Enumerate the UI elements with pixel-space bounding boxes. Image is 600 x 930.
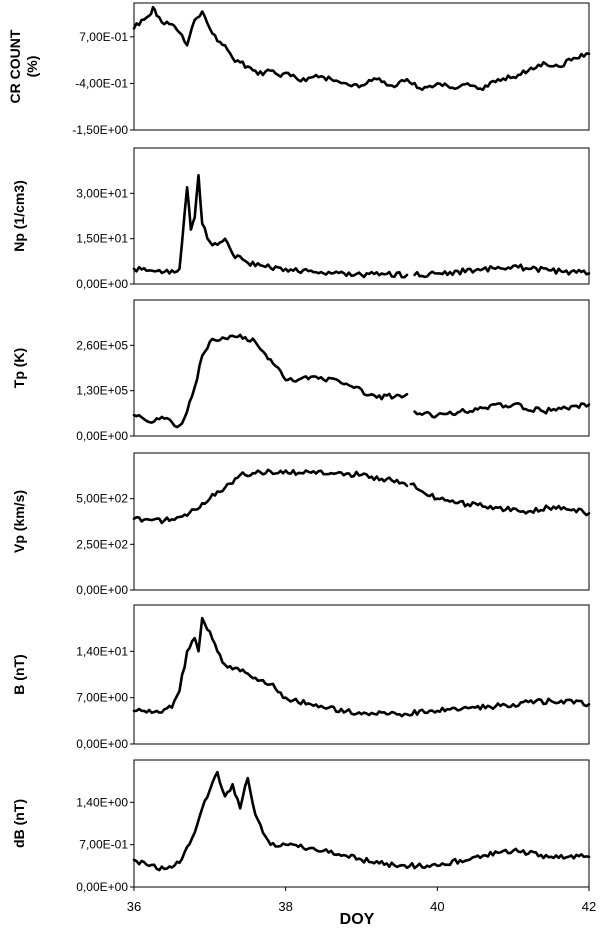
- y-tick-label: 2,60E+05: [76, 338, 128, 352]
- y-axis-label: B (nT): [11, 654, 27, 694]
- y-tick-label: 0,00E+00: [76, 277, 128, 291]
- y-tick-label: -4,00E-01: [75, 76, 128, 90]
- x-tick-label: 42: [582, 899, 596, 914]
- panel-frame: [133, 759, 590, 888]
- y-tick-label: 2,50E+02: [76, 537, 128, 551]
- y-tick-label: 0,00E+00: [76, 429, 128, 443]
- series-line-vp-2: [409, 482, 591, 517]
- y-tick-label: 0,00E+00: [76, 737, 128, 751]
- x-axis: 36 38 40 42: [127, 887, 596, 914]
- series-line-np-2: [413, 263, 591, 279]
- panel-frame: [133, 299, 590, 437]
- y-tick-label: 3,00E+01: [76, 186, 128, 200]
- panel-db: 0,00E+00 7,00E-01 1,40E+00 dB (nT): [11, 759, 591, 894]
- panel-vp: 0,00E+00 2,50E+02 5,00E+02 Vp (km/s): [11, 452, 591, 597]
- panel-frame: [133, 147, 590, 285]
- series-line-np-1: [132, 173, 409, 279]
- series-line-vp-1: [132, 468, 409, 525]
- series-line-b-1: [132, 616, 591, 718]
- y-tick-label: 0,00E+00: [76, 583, 128, 597]
- y-axis-label: dB (nT): [11, 799, 27, 848]
- y-tick-label: 7,00E+00: [76, 691, 128, 705]
- y-tick-label: 1,50E+01: [76, 232, 128, 246]
- series-line-tp-1: [132, 333, 409, 429]
- y-tick-label: 0,00E+00: [76, 880, 128, 894]
- panel-frame: [133, 604, 590, 745]
- series-line-db-1: [132, 770, 591, 872]
- y-tick-label: 7,00E-01: [79, 838, 128, 852]
- x-axis-label: DOY: [340, 911, 375, 928]
- series-line-tp-2: [413, 402, 591, 419]
- series-line-cr-1: [132, 5, 591, 92]
- y-tick-label: 1,40E+01: [76, 644, 128, 658]
- x-tick-label: 40: [430, 899, 444, 914]
- y-axis-label: Tp (K): [11, 348, 27, 388]
- panel-cr: -1,50E+00 -4,00E-01 7,00E-01 CR COUNT (%): [7, 2, 591, 137]
- panel-tp: 0,00E+00 1,30E+05 2,60E+05 Tp (K): [11, 299, 591, 443]
- x-tick-label: 38: [278, 899, 292, 914]
- y-tick-label: 1,40E+00: [76, 795, 128, 809]
- y-tick-label: 5,00E+02: [76, 492, 128, 506]
- y-axis-label: Vp (km/s): [11, 490, 27, 553]
- y-tick-label: 7,00E-01: [79, 30, 128, 44]
- panel-frame: [133, 2, 590, 131]
- panel-np: 0,00E+00 1,50E+01 3,00E+01 Np (1/cm3): [11, 147, 591, 291]
- x-tick-label: 36: [127, 899, 141, 914]
- chart-panels: -1,50E+00 -4,00E-01 7,00E-01 CR COUNT (%) 0,0…: [7, 2, 591, 894]
- y-tick-label: 1,30E+05: [76, 384, 128, 398]
- y-axis-label: Np (1/cm3): [11, 180, 27, 252]
- panel-b: 0,00E+00 7,00E+00 1,40E+01 B (nT): [11, 604, 591, 751]
- y-axis-label: (%): [24, 56, 40, 78]
- y-tick-label: -1,50E+00: [72, 123, 128, 137]
- panel-frame: [133, 452, 590, 591]
- y-axis-label: CR COUNT: [7, 29, 23, 103]
